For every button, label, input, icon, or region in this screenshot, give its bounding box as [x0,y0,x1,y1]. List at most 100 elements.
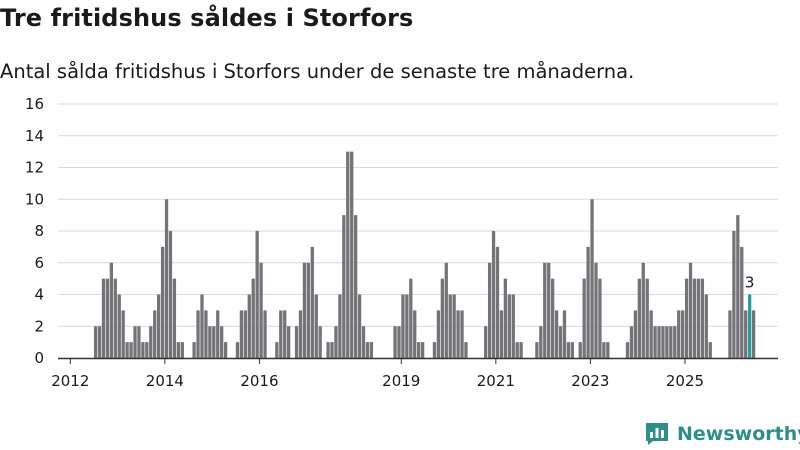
bar [196,310,200,359]
bar [641,262,645,358]
bar [180,342,184,359]
y-tick-label: 14 [25,127,44,145]
bar [456,310,460,359]
bar [598,278,602,359]
bar [744,310,748,359]
bar [566,342,571,359]
brand-logo: Newsworthy [645,419,800,449]
bar [109,262,114,358]
brand-name: Newsworthy [677,423,800,445]
bar [145,342,149,359]
bar [728,310,732,359]
bar [653,326,657,358]
bar [294,326,299,358]
bar [633,310,638,359]
bar [97,326,102,358]
bar [212,326,216,358]
bar [361,326,366,358]
newsworthy-logo-icon [646,423,668,445]
bar [157,294,161,358]
page-subtitle: Antal sålda fritidshus i Storfors under … [0,60,635,83]
bar [432,342,437,359]
bar [239,310,244,359]
bar [287,326,291,358]
y-tick-label: 0 [34,349,44,367]
bar [740,246,744,359]
bar [216,310,220,359]
bar [310,246,314,359]
bar [172,278,177,359]
page-title: Tre fritidshus såldes i Storfors [0,4,414,32]
bar [117,294,121,358]
x-tick-label: 2016 [240,372,278,390]
bar [440,278,444,359]
bar [405,294,409,358]
y-axis-tick-labels: 0 2 4 6 8 10 12 14 16 [25,95,44,367]
bar [413,310,417,359]
bar [121,310,125,359]
bar [283,310,287,359]
x-tick-label: 2021 [477,372,515,390]
bar [101,278,106,359]
bar [558,326,563,358]
bar [562,310,567,359]
bar [594,262,598,358]
bar [736,215,740,359]
bar [200,294,204,358]
bar [208,326,212,358]
bar [543,262,547,358]
bar [420,342,425,359]
x-tick-label: 2014 [146,372,184,390]
bar [401,294,405,358]
bar [645,278,649,359]
bar [669,326,673,358]
bar [160,246,165,359]
bar [365,342,370,359]
bar [491,231,496,358]
bar [417,342,421,359]
y-tick-label: 10 [25,190,44,208]
bar [503,278,508,359]
bar [125,342,129,359]
bar [168,231,173,358]
bar [704,294,708,358]
bar [673,326,677,358]
bar [681,310,685,359]
bar [263,310,267,359]
bar [243,310,247,359]
x-tick-label: 2019 [382,372,420,390]
bar [326,342,330,359]
bar [105,278,110,359]
bar [539,326,543,358]
bar [176,342,180,359]
y-tick-label: 12 [25,159,44,177]
bar [357,294,362,358]
bar [133,326,137,358]
x-tick-label: 2023 [571,372,609,390]
bar [511,294,515,358]
bar [153,310,157,359]
y-tick-label: 8 [34,222,44,240]
bar [460,310,464,359]
bar [708,342,712,359]
bar [302,262,307,358]
bar [149,326,153,358]
data-label: 3 [745,274,755,292]
bar [223,342,228,359]
annotations: 3 [745,274,755,292]
bar [306,262,311,358]
bar [586,246,590,359]
bar [192,342,196,359]
bar [247,294,251,358]
bar [444,262,448,358]
bar [338,294,342,358]
x-axis-tick-labels: 2012 2014 2016 2019 2021 2023 2025 [51,372,704,390]
bar [409,278,413,359]
bar [314,294,318,358]
bar [602,342,606,359]
bar [220,326,224,358]
bar [665,326,669,358]
bar [448,294,452,358]
bar [515,342,519,359]
bar [369,342,374,359]
